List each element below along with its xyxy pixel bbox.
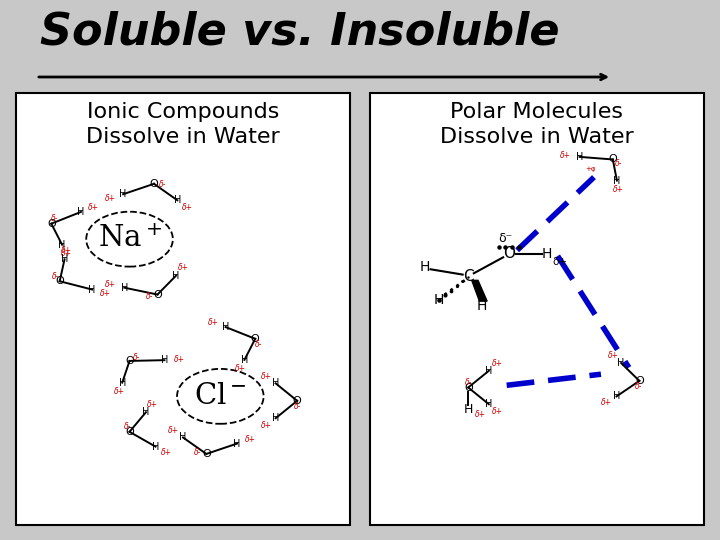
Text: O: O (47, 219, 55, 228)
Text: δ+: δ+ (114, 387, 125, 396)
Text: H: H (477, 299, 487, 313)
Text: H: H (58, 240, 66, 249)
Text: Cl$^-$: Cl$^-$ (194, 382, 247, 410)
Text: δ-: δ- (635, 382, 642, 391)
Text: C: C (463, 269, 474, 284)
Text: H: H (179, 433, 186, 442)
Text: δ+: δ+ (552, 256, 567, 267)
Text: O: O (153, 289, 162, 300)
Text: H: H (613, 176, 621, 186)
Text: δ⁻: δ⁻ (498, 232, 513, 245)
Text: δ+: δ+ (613, 185, 624, 194)
Text: δ+: δ+ (61, 249, 72, 258)
Text: δ-: δ- (145, 292, 153, 301)
Text: H: H (433, 293, 444, 307)
Text: δ+: δ+ (608, 351, 619, 360)
Text: O: O (503, 246, 515, 261)
Text: H: H (618, 358, 625, 368)
Text: H: H (120, 189, 127, 199)
Circle shape (86, 212, 173, 267)
Text: O: O (464, 382, 472, 393)
Text: δ+: δ+ (181, 202, 193, 212)
Text: δ+: δ+ (100, 288, 111, 298)
Text: δ+: δ+ (148, 400, 158, 409)
Text: δ-: δ- (132, 353, 140, 362)
Text: δ+: δ+ (475, 410, 486, 420)
Text: O: O (293, 396, 302, 406)
Text: H: H (613, 392, 620, 401)
Text: δ+: δ+ (261, 421, 272, 430)
Text: Polar Molecules
Dissolve in Water: Polar Molecules Dissolve in Water (440, 102, 634, 147)
Text: δ-: δ- (294, 402, 301, 411)
Text: Ionic Compounds
Dissolve in Water: Ionic Compounds Dissolve in Water (86, 102, 280, 147)
Text: H: H (485, 399, 492, 409)
Text: O: O (202, 449, 211, 459)
Text: δ+: δ+ (207, 318, 219, 327)
Text: H: H (120, 282, 128, 293)
Text: H: H (576, 152, 583, 162)
Text: O: O (608, 154, 617, 165)
Text: H: H (89, 285, 96, 294)
Text: δ+: δ+ (235, 364, 246, 373)
Text: δ-: δ- (255, 340, 262, 348)
Text: H: H (542, 247, 552, 261)
Text: O: O (251, 334, 260, 344)
Text: O: O (125, 356, 134, 366)
Text: δ-: δ- (52, 272, 59, 281)
Text: δ+: δ+ (492, 407, 503, 416)
FancyBboxPatch shape (370, 93, 703, 525)
Text: +φ: +φ (585, 166, 595, 172)
Text: H: H (272, 413, 279, 423)
FancyBboxPatch shape (17, 93, 350, 525)
Text: δ+: δ+ (61, 246, 72, 254)
Text: H: H (420, 260, 430, 274)
Text: H: H (61, 254, 68, 264)
Text: H: H (77, 207, 85, 217)
Text: δ+: δ+ (174, 355, 184, 364)
Text: H: H (233, 438, 241, 449)
Text: δ-: δ- (50, 214, 58, 223)
Text: δ+: δ+ (179, 264, 189, 272)
Polygon shape (472, 280, 487, 301)
Text: δ+: δ+ (560, 151, 571, 160)
Text: δ-: δ- (159, 180, 166, 190)
Text: δ-: δ- (194, 448, 202, 457)
Circle shape (177, 369, 264, 424)
Text: H: H (240, 355, 248, 365)
Text: H: H (272, 379, 279, 388)
Text: δ+: δ+ (261, 372, 272, 381)
Text: H: H (161, 355, 168, 365)
Text: H: H (222, 322, 229, 332)
Text: H: H (174, 195, 181, 205)
Text: δ+: δ+ (168, 426, 179, 435)
Text: O: O (150, 179, 158, 189)
Text: δ+: δ+ (161, 448, 172, 457)
Text: δ+: δ+ (88, 202, 99, 212)
Text: δ+: δ+ (105, 280, 116, 289)
Text: δ+: δ+ (492, 359, 503, 368)
Text: H: H (172, 271, 180, 281)
Text: H: H (464, 403, 473, 416)
Text: O: O (55, 276, 64, 286)
Text: δ+: δ+ (104, 194, 116, 203)
Text: δ+: δ+ (601, 399, 613, 408)
Text: δ-: δ- (125, 422, 132, 431)
Text: H: H (119, 377, 126, 388)
Text: δ-: δ- (615, 159, 623, 168)
Text: δ+: δ+ (245, 435, 256, 444)
Text: H: H (143, 407, 150, 417)
Text: O: O (635, 376, 644, 386)
Text: Na$^+$: Na$^+$ (97, 225, 161, 253)
Text: Soluble vs. Insoluble: Soluble vs. Insoluble (40, 10, 559, 53)
Text: δ-: δ- (464, 377, 472, 387)
Text: H: H (485, 366, 492, 376)
Text: O: O (125, 427, 134, 437)
Text: H: H (152, 442, 159, 451)
